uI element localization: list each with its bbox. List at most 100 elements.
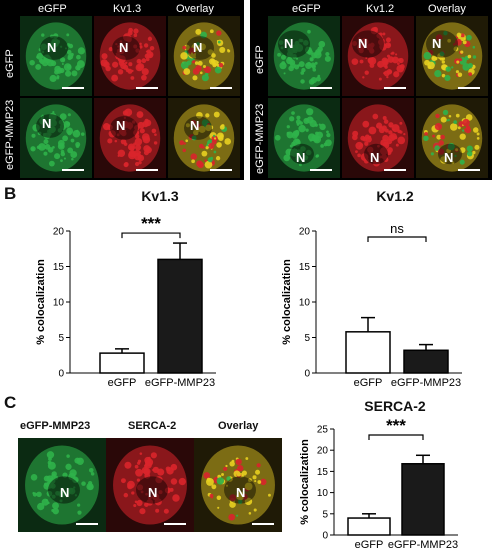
bar-egfp-mmp23: [403, 349, 449, 374]
panel-label-c: C: [4, 393, 17, 412]
row-label-egfp-mmp23-right: eGFP-MMP23: [254, 103, 266, 174]
x-tick-label: eGFP-MMP23: [388, 539, 458, 551]
y-tick-label: 10: [299, 298, 311, 309]
row-label-egfp-right: eGFP: [254, 45, 266, 74]
scale-bar: [210, 87, 232, 89]
chart-kv12: 0 5 10 15 20 % colocalization eGFP eGFP-MMP23 ns: [272, 205, 482, 395]
y-tick-label: 20: [299, 227, 311, 238]
bar-egfp-mmp23: [401, 463, 445, 536]
significance-bracket: [367, 236, 427, 242]
nucleus-label: N: [236, 485, 246, 500]
significance-label: ***: [386, 416, 406, 435]
y-tick-label: 20: [317, 446, 329, 457]
bar-egfp: [345, 331, 391, 374]
y-tick-label: 0: [322, 531, 328, 542]
y-tick-label: 5: [58, 333, 64, 344]
y-tick-label: 0: [304, 369, 310, 380]
header-kv12: Kv1.2: [366, 3, 395, 15]
y-tick-label: 10: [317, 488, 329, 499]
scale-bar: [252, 523, 274, 525]
nucleus-label: N: [42, 116, 52, 131]
x-tick-label: eGFP-MMP23: [391, 377, 461, 389]
chart-kv13: 0 5 10 15 20 % colocalization eGFP eGFP-MMP23 **…: [30, 205, 240, 395]
nucleus-label: N: [119, 40, 129, 55]
x-tick-label: eGFP-MMP23: [145, 377, 215, 389]
micrograph-kv13-row1: N: [94, 16, 166, 96]
nucleus-label: N: [296, 150, 306, 165]
significance-label: ***: [141, 214, 161, 233]
bar-egfp: [347, 517, 391, 536]
micrograph-egfp-mmp23-right-row2: N: [268, 98, 340, 178]
micrograph-overlay-row2: N: [168, 98, 240, 178]
scale-bar: [384, 87, 406, 89]
y-tick-label: 15: [299, 262, 311, 273]
header-overlay-right: Overlay: [428, 3, 466, 15]
y-tick-label: 25: [317, 425, 329, 436]
nucleus-label: N: [116, 118, 126, 133]
nucleus-label: N: [370, 150, 380, 165]
micrograph-kv13-row2: N: [94, 98, 166, 178]
header-overlay-c: Overlay: [218, 420, 259, 432]
y-axis-label: % colocalization: [35, 259, 47, 345]
y-axis-label: % colocalization: [299, 439, 311, 525]
nucleus-label: N: [60, 485, 70, 500]
micrograph-overlay-row1: N: [168, 16, 240, 96]
scale-bar: [62, 169, 84, 171]
header-overlay: Overlay: [176, 3, 214, 15]
row-label-egfp-mmp23: eGFP-MMP23: [4, 99, 16, 170]
y-tick-label: 10: [53, 298, 65, 309]
scale-bar: [76, 523, 98, 525]
header-egfp-right: eGFP: [292, 3, 321, 15]
nucleus-label: N: [190, 118, 200, 133]
significance-label: ns: [390, 221, 404, 236]
x-tick-label: eGFP: [354, 377, 383, 389]
y-tick-label: 15: [317, 467, 329, 478]
nucleus-label: N: [444, 150, 454, 165]
scale-bar: [458, 87, 480, 89]
panel-label-b: B: [4, 184, 17, 203]
scale-bar: [136, 87, 158, 89]
micrograph-egfp-right-row1: N: [268, 16, 340, 96]
nucleus-label: N: [193, 40, 203, 55]
scale-bar: [136, 169, 158, 171]
bar-egfp: [99, 352, 145, 374]
micrograph-kv12-row2: N: [342, 98, 414, 178]
micrograph-egfp-mmp23-c: N: [18, 438, 106, 532]
micrograph-serca2-c: N: [106, 438, 194, 532]
chart-serca2: 0 5 10 15 20 25 % colocalization eGFP eGFP-MMP23…: [290, 415, 490, 552]
header-serca2-c: SERCA-2: [128, 420, 177, 432]
nucleus-label: N: [358, 36, 368, 51]
micrograph-overlay-right-row1: N: [416, 16, 488, 96]
y-axis-label: % colocalization: [281, 259, 293, 345]
chart-title-kv12: Kv1.2: [376, 188, 414, 204]
nucleus-label: N: [148, 485, 158, 500]
micrograph-egfp-mmp23-row2: N: [20, 98, 92, 178]
micrograph-egfp-row1: N: [20, 16, 92, 96]
scale-bar: [458, 169, 480, 171]
x-tick-label: eGFP: [355, 539, 384, 551]
y-tick-label: 15: [53, 262, 65, 273]
scale-bar: [310, 87, 332, 89]
x-tick-label: eGFP: [108, 377, 137, 389]
scale-bar: [210, 169, 232, 171]
scale-bar: [62, 87, 84, 89]
significance-bracket: [121, 232, 181, 239]
micrograph-kv12-row1: N: [342, 16, 414, 96]
chart-title-kv13: Kv1.3: [141, 188, 179, 204]
scale-bar: [164, 523, 186, 525]
bar-egfp-mmp23: [157, 258, 203, 374]
y-tick-label: 0: [58, 369, 64, 380]
header-kv13: Kv1.3: [113, 3, 142, 15]
y-tick-label: 5: [322, 509, 328, 520]
header-egfp: eGFP: [38, 3, 67, 15]
header-egfp-mmp23-c: eGFP-MMP23: [20, 420, 91, 432]
nucleus-label: N: [284, 36, 294, 51]
y-tick-label: 5: [304, 333, 310, 344]
chart-title-serca2: SERCA-2: [364, 398, 426, 414]
micrograph-overlay-c: N: [194, 438, 282, 532]
nucleus-label: N: [432, 36, 442, 51]
significance-bracket: [368, 434, 424, 440]
scale-bar: [310, 169, 332, 171]
y-tick-label: 20: [53, 227, 65, 238]
scale-bar: [384, 169, 406, 171]
